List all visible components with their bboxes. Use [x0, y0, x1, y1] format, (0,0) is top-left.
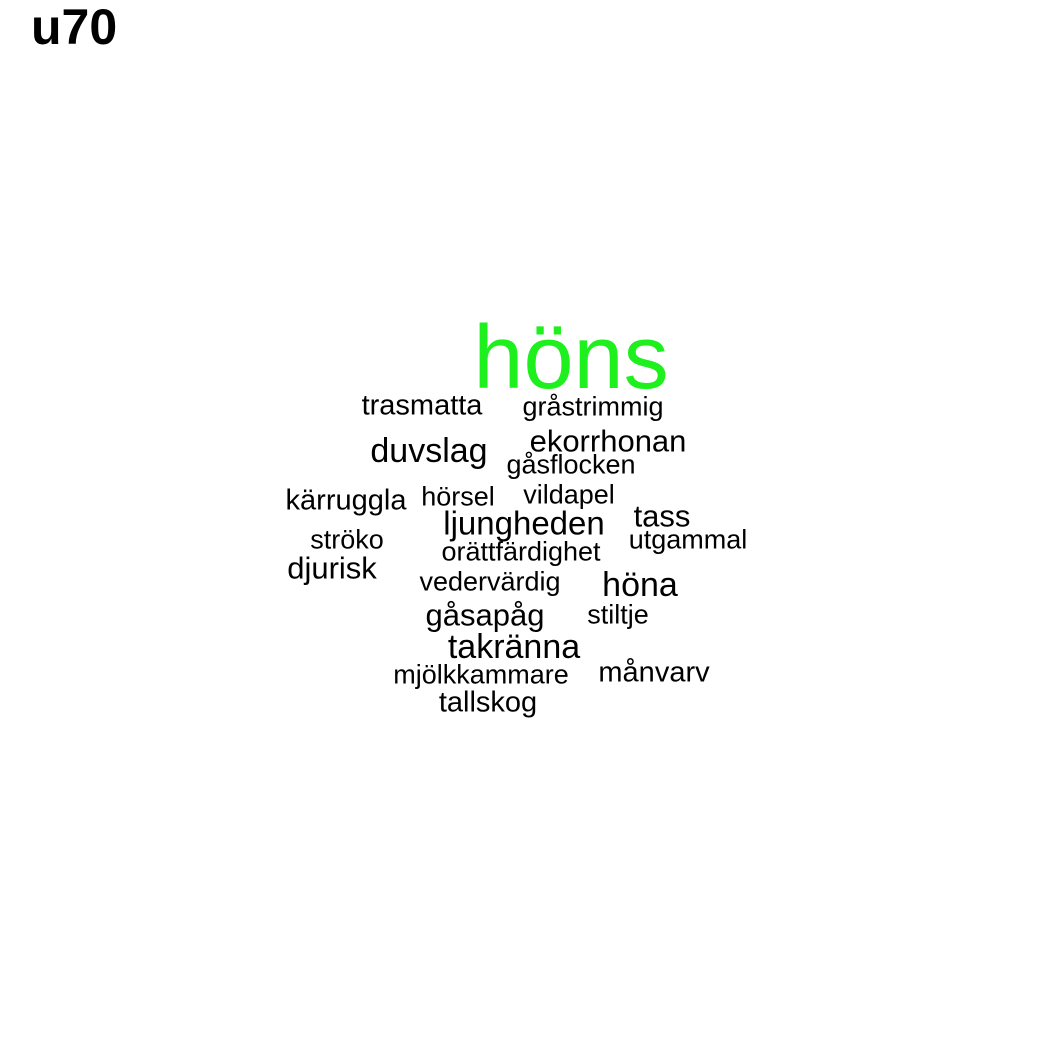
- cloud-word-karruggla: kärruggla: [285, 484, 407, 517]
- cloud-word-manvarv: månvarv: [598, 656, 710, 689]
- cloud-word-duvslag: duvslag: [370, 432, 488, 470]
- cloud-word-stiltje: stiltje: [587, 599, 649, 630]
- cloud-word-utgammal: utgammal: [628, 524, 748, 555]
- page-title: u70: [31, 0, 118, 55]
- cloud-word-gasapag: gåsapåg: [425, 597, 545, 633]
- cloud-word-vedervardig: vedervärdig: [419, 566, 561, 597]
- cloud-word-gasflocken: gåsflocken: [506, 449, 636, 480]
- cloud-word-hona: höna: [602, 566, 678, 604]
- cloud-word-grastrimmig: gråstrimmig: [522, 391, 664, 422]
- cloud-word-stroko: ströko: [310, 524, 384, 555]
- cloud-word-ljungheden: ljungheden: [443, 504, 605, 542]
- cloud-word-takranna: takränna: [447, 628, 581, 666]
- cloud-word-djurisk: djurisk: [287, 550, 377, 586]
- cloud-word-orattfardighet: orättfärdighet: [441, 536, 601, 567]
- cloud-word-hons: höns: [473, 308, 669, 408]
- cloud-word-vildapel: vildapel: [523, 479, 615, 510]
- cloud-word-mjolkkammare: mjölkkammare: [393, 659, 569, 690]
- cloud-word-horsel: hörsel: [421, 481, 495, 512]
- cloud-word-tass: tass: [633, 498, 691, 534]
- cloud-word-ekorrhonan: ekorrhonan: [529, 423, 687, 459]
- cloud-word-tallskog: tallskog: [438, 686, 538, 719]
- cloud-word-trasmatta: trasmatta: [361, 389, 483, 422]
